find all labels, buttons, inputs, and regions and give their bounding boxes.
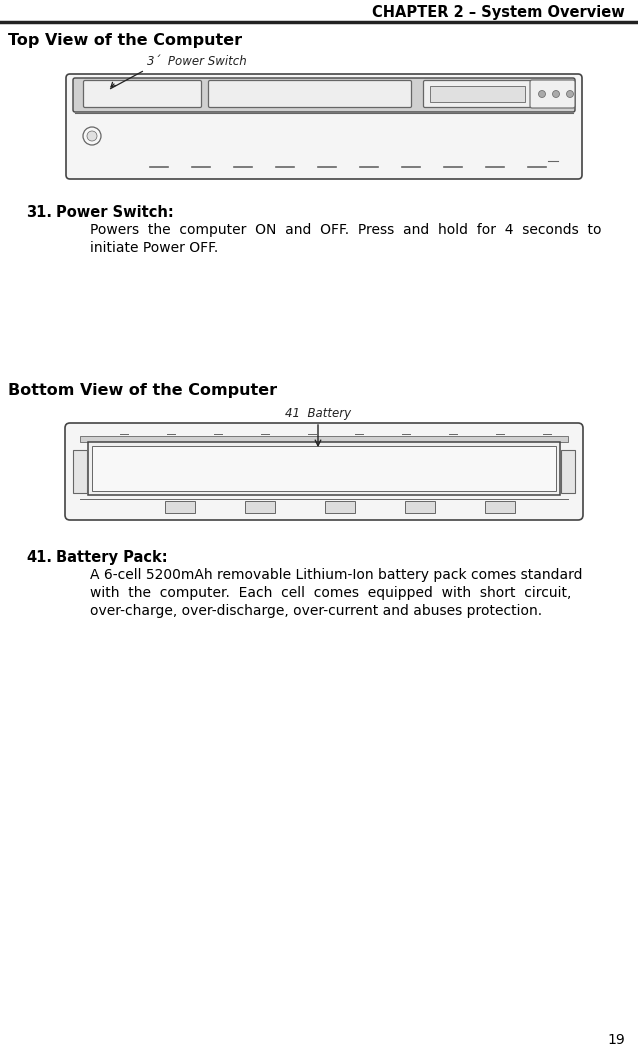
FancyBboxPatch shape xyxy=(209,80,412,108)
FancyBboxPatch shape xyxy=(73,78,575,112)
Bar xyxy=(73,450,87,493)
Text: CHAPTER 2 – System Overview: CHAPTER 2 – System Overview xyxy=(372,4,625,20)
Text: Battery Pack:: Battery Pack: xyxy=(56,550,168,565)
Bar xyxy=(165,501,195,513)
Circle shape xyxy=(567,91,574,98)
FancyBboxPatch shape xyxy=(530,80,575,108)
Circle shape xyxy=(538,91,545,98)
Circle shape xyxy=(83,126,101,145)
Bar xyxy=(405,501,435,513)
FancyBboxPatch shape xyxy=(65,423,583,520)
Text: Power Switch:: Power Switch: xyxy=(56,204,174,220)
FancyBboxPatch shape xyxy=(84,80,202,108)
Circle shape xyxy=(87,131,97,141)
Text: 41  Battery: 41 Battery xyxy=(285,407,351,419)
Text: 41.: 41. xyxy=(26,550,52,565)
Bar xyxy=(561,450,575,493)
Text: initiate Power OFF.: initiate Power OFF. xyxy=(90,241,218,255)
Text: Bottom View of the Computer: Bottom View of the Computer xyxy=(8,383,277,397)
Bar xyxy=(80,436,568,442)
Text: 3´  Power Switch: 3´ Power Switch xyxy=(147,55,247,69)
Text: A 6-cell 5200mAh removable Lithium-Ion battery pack comes standard: A 6-cell 5200mAh removable Lithium-Ion b… xyxy=(90,568,582,582)
Text: over-charge, over-discharge, over-current and abuses protection.: over-charge, over-discharge, over-curren… xyxy=(90,604,542,618)
FancyBboxPatch shape xyxy=(424,80,531,108)
Circle shape xyxy=(553,91,560,98)
Text: with  the  computer.  Each  cell  comes  equipped  with  short  circuit,: with the computer. Each cell comes equip… xyxy=(90,586,572,600)
Bar xyxy=(88,442,560,495)
Bar xyxy=(430,86,525,102)
Text: Top View of the Computer: Top View of the Computer xyxy=(8,33,242,47)
Bar xyxy=(485,501,515,513)
Text: 31.: 31. xyxy=(26,204,52,220)
Text: Powers  the  computer  ON  and  OFF.  Press  and  hold  for  4  seconds  to: Powers the computer ON and OFF. Press an… xyxy=(90,223,602,237)
Bar xyxy=(245,501,275,513)
Text: 19: 19 xyxy=(607,1033,625,1047)
Bar xyxy=(325,501,355,513)
Bar xyxy=(92,446,556,491)
FancyBboxPatch shape xyxy=(66,74,582,179)
